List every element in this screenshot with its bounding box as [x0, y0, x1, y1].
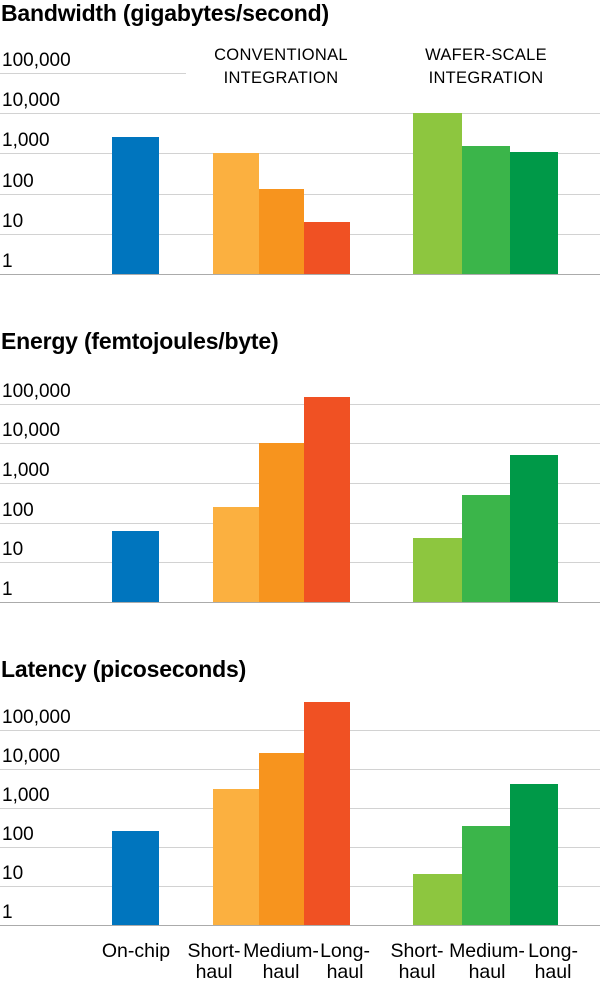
x-label-line: Short- [390, 940, 444, 962]
group-header-conventional-integration: CONVENTIONAL INTEGRATION [181, 44, 381, 90]
ytick-label-energy-1e0: 1 [2, 579, 13, 600]
x-label-line: Medium- [449, 940, 525, 962]
x-label-2-medium-haul: Medium-haul [221, 941, 341, 982]
x-label-line: haul [326, 960, 364, 983]
gridline-latency-1e5 [0, 730, 600, 731]
x-label-line: Long- [528, 940, 578, 962]
x-label-line: On-chip [101, 940, 171, 962]
ytick-label-latency-1e4: 10,000 [2, 746, 61, 767]
bar-energy-1-short-haul [213, 506, 259, 602]
gridline-bandwidth-1e3 [0, 153, 600, 154]
ytick-label-bandwidth-1e5: 100,000 [2, 50, 71, 71]
gridline-bandwidth-1e5 [0, 73, 186, 74]
x-label-1-short-haul: Short-haul [154, 941, 274, 982]
bar-bandwidth-2-medium-haul [259, 189, 304, 274]
bar-latency-5-medium-haul [462, 825, 510, 925]
bar-latency-2-medium-haul [259, 753, 304, 925]
x-label-line: Medium- [243, 940, 319, 962]
gridline-bandwidth-1e4 [0, 113, 600, 114]
bar-bandwidth-1-short-haul [213, 153, 259, 274]
bar-energy-3-long-haul [304, 396, 350, 602]
ytick-label-bandwidth-1e0: 1 [2, 251, 13, 272]
x-label-line: Long- [320, 940, 370, 962]
ytick-label-latency-1e1: 10 [2, 863, 24, 884]
bar-energy-5-medium-haul [462, 494, 510, 602]
bar-energy-4-short-haul [413, 538, 462, 602]
x-label-4-short-haul: Short-haul [357, 941, 477, 982]
ytick-label-energy-1e3: 1,000 [2, 460, 50, 481]
x-label-line: haul [534, 960, 572, 983]
gridline-bandwidth-1e0 [0, 274, 600, 275]
ytick-label-bandwidth-1e1: 10 [2, 211, 24, 232]
bar-bandwidth-3-long-haul [304, 221, 350, 274]
x-label-line: haul [398, 960, 436, 983]
ytick-label-energy-1e5: 100,000 [2, 381, 71, 402]
ytick-label-bandwidth-1e2: 100 [2, 171, 34, 192]
chart-title-latency: Latency (picoseconds) [1, 656, 247, 682]
bar-bandwidth-0-on-chip [112, 137, 159, 274]
ytick-label-latency-1e0: 1 [2, 902, 13, 923]
bar-bandwidth-6-long-haul [510, 151, 558, 274]
x-label-5-medium-haul: Medium-haul [427, 941, 547, 982]
ytick-label-bandwidth-1e4: 10,000 [2, 90, 61, 111]
group-header-line: CONVENTIONAL [214, 46, 348, 64]
bar-latency-3-long-haul [304, 702, 350, 925]
bar-latency-1-short-haul [213, 789, 259, 925]
bar-bandwidth-5-medium-haul [462, 146, 510, 274]
ytick-label-energy-1e1: 10 [2, 539, 24, 560]
x-label-line: Short- [187, 940, 241, 962]
x-label-3-long-haul: Long-haul [285, 941, 405, 982]
gridline-energy-1e5 [0, 404, 600, 405]
x-label-line: haul [195, 960, 233, 983]
ytick-label-bandwidth-1e3: 1,000 [2, 130, 50, 151]
gridline-latency-1e0 [0, 925, 600, 926]
ytick-label-latency-1e2: 100 [2, 824, 34, 845]
ytick-label-energy-1e2: 100 [2, 500, 34, 521]
bar-bandwidth-4-short-haul [413, 113, 462, 274]
chart-title-energy: Energy (femtojoules/byte) [1, 328, 279, 354]
group-header-line: INTEGRATION [223, 69, 339, 87]
x-label-6-long-haul: Long-haul [493, 941, 600, 982]
bar-latency-4-short-haul [413, 874, 462, 925]
group-header-line: INTEGRATION [428, 69, 544, 87]
bar-latency-6-long-haul [510, 784, 558, 925]
x-label-line: haul [262, 960, 300, 983]
bar-latency-0-on-chip [112, 831, 159, 925]
bar-energy-2-medium-haul [259, 443, 304, 602]
ytick-label-energy-1e4: 10,000 [2, 420, 61, 441]
ytick-label-latency-1e5: 100,000 [2, 707, 71, 728]
group-header-line: WAFER-SCALE [425, 46, 547, 64]
x-label-0-on-chip: On-chip [76, 941, 196, 962]
chart-title-bandwidth: Bandwidth (gigabytes/second) [1, 0, 329, 26]
bar-energy-6-long-haul [510, 455, 558, 602]
gridline-energy-1e0 [0, 602, 600, 603]
x-label-line: haul [468, 960, 506, 983]
bar-energy-0-on-chip [112, 531, 159, 602]
ytick-label-latency-1e3: 1,000 [2, 785, 50, 806]
group-header-wafer-scale-integration: WAFER-SCALE INTEGRATION [386, 44, 586, 90]
